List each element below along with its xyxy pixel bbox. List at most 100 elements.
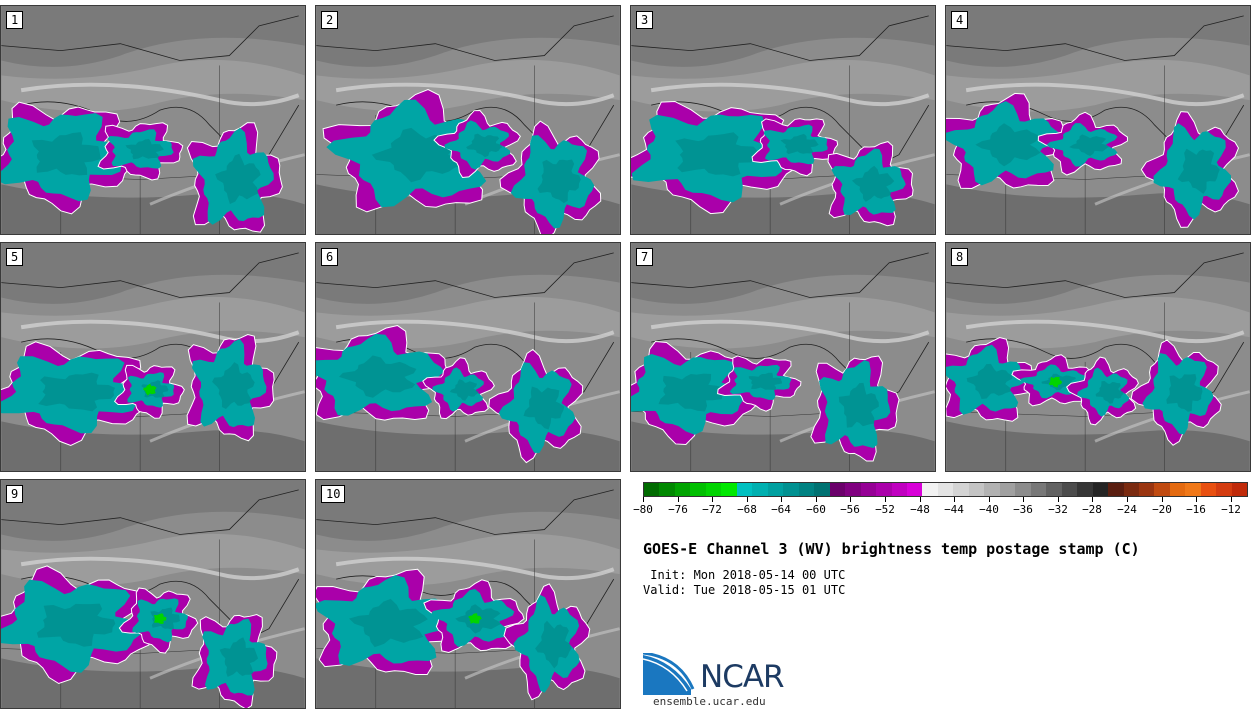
ncar-logo-text: NCAR bbox=[700, 659, 785, 695]
panel-number: 2 bbox=[321, 11, 339, 29]
colorbar-segment bbox=[690, 483, 706, 496]
colorbar-segment bbox=[1200, 483, 1217, 496]
colorbar-tick-label: −72 bbox=[702, 503, 722, 516]
panel-number: 4 bbox=[951, 11, 969, 29]
colorbar-segment bbox=[659, 483, 675, 496]
colorbar-tick bbox=[781, 497, 782, 502]
colorbar-segment bbox=[798, 483, 815, 496]
colorbar-tick bbox=[850, 497, 851, 502]
wv-map bbox=[316, 243, 620, 471]
colorbar-segment bbox=[891, 483, 907, 496]
forecast-panel: 6 bbox=[315, 242, 621, 472]
panel-number: 1 bbox=[6, 11, 24, 29]
colorbar-tick-label: −32 bbox=[1048, 503, 1068, 516]
forecast-panel: 2 bbox=[315, 5, 621, 235]
colorbar-segment bbox=[937, 483, 954, 496]
forecast-panel: 9 bbox=[0, 479, 306, 709]
wv-map bbox=[1, 243, 305, 471]
colorbar-tick bbox=[747, 497, 748, 502]
colorbar-segment bbox=[829, 483, 846, 496]
colorbar-segment bbox=[845, 483, 861, 496]
wv-map bbox=[316, 480, 620, 708]
wv-map bbox=[631, 6, 935, 234]
colorbar-segment bbox=[860, 483, 877, 496]
colorbar-tick-label: −80 bbox=[633, 503, 653, 516]
colorbar-segment bbox=[953, 483, 969, 496]
colorbar-segment bbox=[1139, 483, 1155, 496]
wv-map bbox=[631, 243, 935, 471]
colorbar-tick-label: −28 bbox=[1082, 503, 1102, 516]
colorbar-tick-label: −68 bbox=[737, 503, 757, 516]
colorbar bbox=[643, 482, 1248, 497]
forecast-panel: 7 bbox=[630, 242, 936, 472]
colorbar-segment bbox=[984, 483, 1000, 496]
colorbar-tick-label: −76 bbox=[668, 503, 688, 516]
colorbar-segment bbox=[1030, 483, 1047, 496]
colorbar-tick bbox=[989, 497, 990, 502]
wv-map bbox=[946, 6, 1250, 234]
colorbar-tick-label: −56 bbox=[840, 503, 860, 516]
forecast-panel: 1 bbox=[0, 5, 306, 235]
colorbar-segment bbox=[705, 483, 722, 496]
colorbar-segment bbox=[876, 483, 892, 496]
colorbar-tick bbox=[1058, 497, 1059, 502]
wv-map bbox=[316, 6, 620, 234]
panel-number: 7 bbox=[636, 248, 654, 266]
colorbar-tick bbox=[954, 497, 955, 502]
colorbar-segment bbox=[1123, 483, 1139, 496]
wv-map bbox=[946, 243, 1250, 471]
colorbar-segment bbox=[1077, 483, 1093, 496]
colorbar-tick-label: −16 bbox=[1186, 503, 1206, 516]
colorbar-segment bbox=[783, 483, 799, 496]
figure-title: GOES-E Channel 3 (WV) brightness temp po… bbox=[643, 540, 1140, 558]
panel-number: 3 bbox=[636, 11, 654, 29]
colorbar-tick bbox=[816, 497, 817, 502]
panel-number: 8 bbox=[951, 248, 969, 266]
colorbar-tick-label: −64 bbox=[771, 503, 791, 516]
colorbar-tick bbox=[1127, 497, 1128, 502]
colorbar-segment bbox=[736, 483, 753, 496]
colorbar-segment bbox=[1185, 483, 1201, 496]
init-time: Init: Mon 2018-05-14 00 UTC bbox=[643, 568, 846, 582]
colorbar-tick-label: −60 bbox=[806, 503, 826, 516]
colorbar-segment bbox=[767, 483, 784, 496]
colorbar-segment bbox=[644, 483, 660, 496]
colorbar-tick bbox=[1196, 497, 1197, 502]
colorbar-tick-label: −48 bbox=[910, 503, 930, 516]
colorbar-segment bbox=[1216, 483, 1232, 496]
colorbar-segment bbox=[968, 483, 985, 496]
colorbar-segment bbox=[1092, 483, 1109, 496]
colorbar-tick bbox=[1231, 497, 1232, 502]
colorbar-segment bbox=[1046, 483, 1062, 496]
colorbar-tick bbox=[678, 497, 679, 502]
colorbar-tick-label: −52 bbox=[875, 503, 895, 516]
wv-map bbox=[1, 480, 305, 708]
valid-time: Valid: Tue 2018-05-15 01 UTC bbox=[643, 583, 846, 597]
colorbar-segment bbox=[1061, 483, 1078, 496]
colorbar-tick-label: −12 bbox=[1221, 503, 1241, 516]
forecast-panel: 5 bbox=[0, 242, 306, 472]
panel-number: 10 bbox=[321, 485, 346, 503]
colorbar-tick bbox=[643, 497, 644, 502]
colorbar-tick-label: −44 bbox=[944, 503, 964, 516]
colorbar-tick-label: −40 bbox=[979, 503, 999, 516]
colorbar-tick bbox=[712, 497, 713, 502]
colorbar-tick-label: −24 bbox=[1117, 503, 1137, 516]
colorbar-tick bbox=[885, 497, 886, 502]
colorbar-segment bbox=[674, 483, 691, 496]
wv-map bbox=[1, 6, 305, 234]
panel-number: 6 bbox=[321, 248, 339, 266]
colorbar-segment bbox=[1154, 483, 1170, 496]
colorbar-segment bbox=[752, 483, 768, 496]
colorbar-tick-label: −36 bbox=[1013, 503, 1033, 516]
forecast-panel: 8 bbox=[945, 242, 1251, 472]
colorbar-tick bbox=[1023, 497, 1024, 502]
colorbar-tick bbox=[920, 497, 921, 502]
colorbar-segment bbox=[1015, 483, 1031, 496]
panel-number: 9 bbox=[6, 485, 24, 503]
forecast-panel: 3 bbox=[630, 5, 936, 235]
ncar-logo bbox=[643, 653, 695, 695]
panel-number: 5 bbox=[6, 248, 24, 266]
site-url: ensemble.ucar.edu bbox=[653, 695, 766, 708]
colorbar-segment bbox=[1231, 483, 1248, 496]
